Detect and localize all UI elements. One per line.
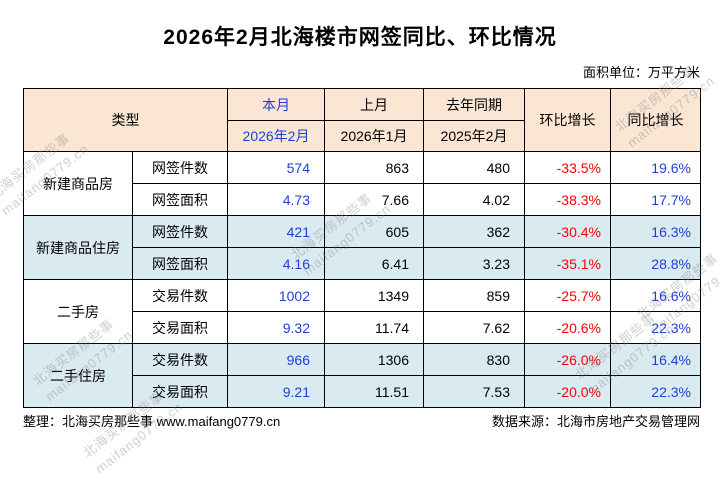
header-current-month: 本月 bbox=[227, 88, 325, 121]
mom-growth-cell: -20.6% bbox=[524, 311, 611, 344]
category-cell: 二手房 bbox=[23, 279, 133, 344]
metric-cell: 网签件数 bbox=[132, 151, 228, 184]
table-row: 交易面积 9.32 11.74 7.62 -20.6% 22.3% bbox=[24, 311, 701, 344]
prev-value-cell: 11.74 bbox=[324, 311, 424, 344]
yoy-value-cell: 7.62 bbox=[423, 311, 525, 344]
table-row: 二手房 交易件数 1002 1349 859 -25.7% 16.6% bbox=[23, 279, 701, 344]
table-row: 二手住房 交易件数 966 1306 830 -26.0% 16.4% bbox=[23, 343, 701, 408]
yoy-value-cell: 830 bbox=[423, 343, 525, 376]
yoy-growth-cell: 16.6% bbox=[610, 279, 701, 312]
metric-cell: 交易面积 bbox=[132, 375, 228, 408]
table-row: 新建商品住房 网签件数 421 605 362 -30.4% 16.3% bbox=[23, 215, 701, 280]
prev-value-cell: 1306 bbox=[324, 343, 424, 376]
table-row: 网签面积 4.16 6.41 3.23 -35.1% 28.8% bbox=[24, 247, 701, 280]
prev-value-cell: 863 bbox=[324, 151, 424, 184]
metric-cell: 交易面积 bbox=[132, 311, 228, 344]
table-row: 新建商品房 网签件数 574 863 480 -33.5% 19.6% bbox=[23, 151, 701, 216]
mom-growth-cell: -38.3% bbox=[524, 183, 611, 216]
yoy-growth-cell: 22.3% bbox=[610, 311, 701, 344]
metric-cell: 交易件数 bbox=[132, 343, 228, 376]
header-type: 类型 bbox=[23, 88, 228, 152]
metric-cell: 交易件数 bbox=[132, 279, 228, 312]
header-yoy-period: 去年同期 bbox=[423, 88, 525, 121]
header-yoy-growth: 同比增长 bbox=[610, 88, 701, 152]
current-value-cell: 966 bbox=[227, 343, 325, 376]
header-row-1: 类型 本月 上月 去年同期 环比增长 同比增长 bbox=[23, 88, 701, 152]
table-row: 网签面积 4.73 7.66 4.02 -38.3% 17.7% bbox=[24, 183, 701, 216]
yoy-value-cell: 859 bbox=[423, 279, 525, 312]
current-value-cell: 9.32 bbox=[227, 311, 325, 344]
mom-growth-cell: -30.4% bbox=[524, 215, 611, 248]
current-value-cell: 4.73 bbox=[227, 183, 325, 216]
header-prev-month: 上月 bbox=[324, 88, 424, 121]
footer: 整理：北海买房那些事 www.maifang0779.cn 数据来源：北海市房地… bbox=[23, 411, 700, 430]
metric-cell: 网签面积 bbox=[132, 183, 228, 216]
prev-value-cell: 6.41 bbox=[324, 247, 424, 280]
table-row: 交易面积 9.21 11.51 7.53 -20.0% 22.3% bbox=[24, 375, 701, 408]
mom-growth-cell: -33.5% bbox=[524, 151, 611, 184]
mom-growth-cell: -35.1% bbox=[524, 247, 611, 280]
header-mom-growth: 环比增长 bbox=[524, 88, 611, 152]
yoy-growth-cell: 28.8% bbox=[610, 247, 701, 280]
mom-growth-cell: -25.7% bbox=[524, 279, 611, 312]
header-yoy-period-date: 2025年2月 bbox=[423, 120, 525, 152]
header-current-month-date: 2026年2月 bbox=[227, 120, 325, 152]
header-prev-month-date: 2026年1月 bbox=[324, 120, 424, 152]
header-row-2: 2026年2月 2026年1月 2025年2月 bbox=[24, 120, 701, 152]
yoy-growth-cell: 16.4% bbox=[610, 343, 701, 376]
yoy-value-cell: 362 bbox=[423, 215, 525, 248]
prev-value-cell: 605 bbox=[324, 215, 424, 248]
data-table: 类型 本月 上月 去年同期 环比增长 同比增长 2026年2月 2026年1月 … bbox=[23, 88, 701, 408]
category-cell: 新建商品房 bbox=[23, 151, 133, 216]
metric-cell: 网签件数 bbox=[132, 215, 228, 248]
footer-compiled-by: 整理：北海买房那些事 www.maifang0779.cn bbox=[23, 414, 281, 429]
prev-value-cell: 11.51 bbox=[324, 375, 424, 408]
unit-note: 面积单位：万平方米 bbox=[582, 65, 700, 80]
current-value-cell: 9.21 bbox=[227, 375, 325, 408]
yoy-growth-cell: 17.7% bbox=[610, 183, 701, 216]
current-value-cell: 4.16 bbox=[227, 247, 325, 280]
current-value-cell: 1002 bbox=[227, 279, 325, 312]
yoy-value-cell: 480 bbox=[423, 151, 525, 184]
prev-value-cell: 1349 bbox=[324, 279, 424, 312]
yoy-growth-cell: 16.3% bbox=[610, 215, 701, 248]
yoy-growth-cell: 22.3% bbox=[610, 375, 701, 408]
yoy-value-cell: 4.02 bbox=[423, 183, 525, 216]
prev-value-cell: 7.66 bbox=[324, 183, 424, 216]
mom-growth-cell: -26.0% bbox=[524, 343, 611, 376]
page-title: 2026年2月北海楼市网签同比、环比情况 bbox=[163, 26, 557, 49]
mom-growth-cell: -20.0% bbox=[524, 375, 611, 408]
category-cell: 新建商品住房 bbox=[23, 215, 133, 280]
category-cell: 二手住房 bbox=[23, 343, 133, 408]
yoy-value-cell: 7.53 bbox=[423, 375, 525, 408]
current-value-cell: 421 bbox=[227, 215, 325, 248]
metric-cell: 网签面积 bbox=[132, 247, 228, 280]
yoy-value-cell: 3.23 bbox=[423, 247, 525, 280]
footer-data-source: 数据来源：北海市房地产交易管理网 bbox=[491, 414, 700, 429]
yoy-growth-cell: 19.6% bbox=[610, 151, 701, 184]
current-value-cell: 574 bbox=[227, 151, 325, 184]
